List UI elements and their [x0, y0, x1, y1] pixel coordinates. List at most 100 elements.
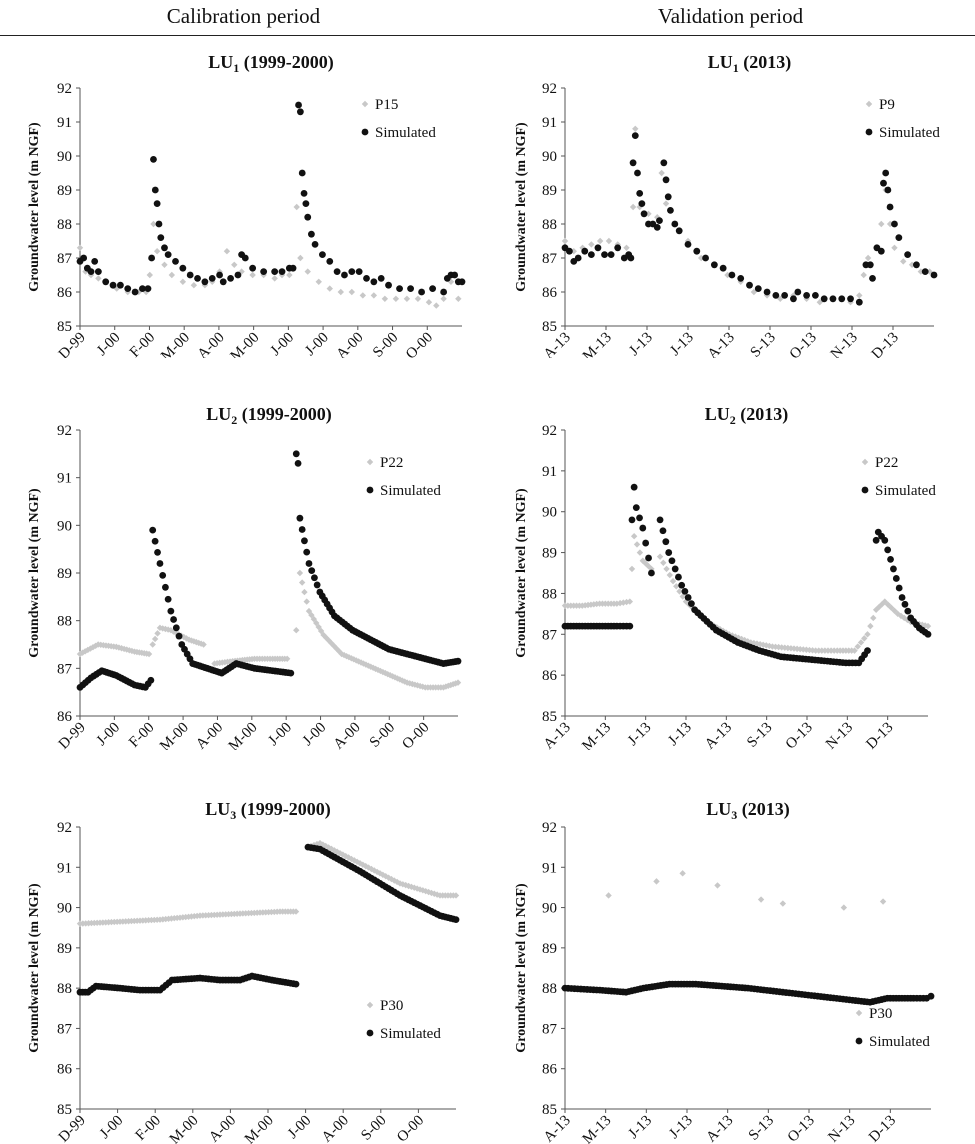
data-point-observed	[355, 658, 362, 665]
legend-marker-simulated	[855, 1037, 863, 1045]
x-tick-label: A-00	[206, 1113, 239, 1144]
data-point-simulated	[628, 516, 636, 524]
x-tick-label: S-00	[358, 1113, 389, 1144]
x-tick-label: J-00	[265, 720, 295, 750]
x-tick-label: J-00	[268, 330, 298, 358]
data-point-simulated	[884, 186, 892, 194]
data-point-simulated	[693, 247, 701, 255]
y-tick-label: 92	[57, 820, 72, 836]
x-tick-label: M-00	[242, 1113, 277, 1144]
x-tick-label: F-00	[126, 720, 157, 750]
x-tick-label: A-00	[319, 1113, 352, 1144]
y-tick-label: 88	[57, 217, 72, 233]
data-point-simulated	[639, 524, 647, 532]
data-point-simulated	[855, 298, 863, 306]
data-point-simulated	[175, 632, 183, 640]
data-point-simulated	[194, 275, 201, 282]
x-tick-label: J-00	[285, 1113, 315, 1143]
x-tick-label: J-00	[94, 330, 124, 358]
data-point-simulated	[172, 624, 180, 632]
data-point-observed	[891, 607, 898, 614]
data-point-simulated	[656, 217, 663, 225]
data-point-simulated	[370, 278, 378, 286]
legend-label: Simulated	[869, 1034, 930, 1050]
data-point-simulated	[638, 200, 646, 208]
data-point-simulated	[772, 292, 780, 299]
y-tick-label: 87	[57, 661, 73, 677]
data-point-observed	[293, 203, 300, 211]
y-tick-label: 86	[57, 709, 73, 725]
legend-marker-simulated	[861, 486, 869, 494]
data-point-simulated	[688, 600, 695, 608]
data-point-observed	[416, 886, 424, 893]
data-point-simulated	[671, 565, 679, 573]
data-point-simulated	[296, 108, 304, 116]
data-point-observed	[840, 904, 848, 911]
data-point-simulated	[664, 193, 672, 201]
data-point-simulated	[300, 190, 308, 197]
data-point-observed	[924, 622, 932, 630]
data-point-simulated	[294, 459, 302, 467]
data-point-simulated	[781, 292, 789, 299]
data-point-observed	[337, 288, 344, 296]
x-tick-label: J-00	[94, 720, 124, 750]
x-tick-label: M-13	[580, 1113, 615, 1144]
data-point-observed	[296, 569, 304, 577]
data-point-observed	[190, 282, 198, 289]
data-point-observed	[360, 660, 367, 667]
header-rule	[0, 35, 975, 36]
x-tick-label: M-00	[167, 1113, 202, 1144]
data-point-observed	[714, 882, 721, 889]
data-point-simulated	[904, 251, 912, 258]
y-tick-label: 85	[57, 1102, 72, 1118]
data-point-simulated	[607, 251, 615, 258]
data-point-simulated	[886, 203, 894, 211]
y-tick-label: 92	[57, 81, 72, 97]
data-point-observed	[381, 295, 389, 302]
y-axis-label: Groundwater level (m NGF)	[27, 883, 42, 1053]
data-point-observed	[403, 679, 411, 686]
data-point-simulated	[675, 227, 683, 235]
data-point-simulated	[319, 251, 326, 258]
x-tick-label: S-13	[746, 1113, 777, 1144]
data-point-observed	[455, 295, 462, 302]
data-point-observed	[628, 565, 636, 573]
y-tick-label: 85	[57, 319, 72, 335]
data-point-simulated	[574, 254, 582, 262]
y-tick-label: 90	[57, 901, 72, 917]
x-tick-label: J-00	[97, 1113, 127, 1143]
data-point-observed	[370, 292, 378, 299]
data-point-simulated	[458, 278, 466, 286]
data-point-simulated	[348, 268, 356, 275]
x-tick-label: N-13	[828, 330, 861, 358]
x-tick-label: F-00	[133, 1113, 164, 1144]
data-point-simulated	[636, 514, 643, 522]
data-point-simulated	[636, 190, 644, 197]
data-point-simulated	[151, 537, 159, 545]
x-tick-label: O-00	[399, 720, 432, 750]
chart-title: LU1 (1999-2000)	[208, 52, 334, 75]
data-point-simulated	[668, 557, 676, 565]
x-tick-label: F-00	[127, 330, 158, 358]
data-point-simulated	[170, 616, 177, 623]
data-point-simulated	[303, 548, 311, 556]
data-point-observed	[271, 275, 278, 282]
data-point-simulated	[890, 565, 897, 573]
y-tick-label: 90	[542, 901, 557, 917]
data-point-simulated	[671, 220, 679, 228]
legend-marker-simulated	[865, 128, 873, 136]
x-tick-label: J-13	[666, 1113, 696, 1143]
data-point-simulated	[144, 285, 152, 292]
data-point-observed	[747, 639, 755, 646]
y-tick-label: 88	[57, 981, 72, 997]
data-point-simulated	[921, 268, 929, 275]
chart-lu3-validation: LU3 (2013) 85 86 87 88 89 90 91 92 Groundwater le…	[514, 799, 935, 1144]
data-point-simulated	[164, 251, 172, 258]
legend-label: Simulated	[380, 1026, 441, 1042]
legend-label: Simulated	[879, 125, 940, 141]
chart-title-subscript: 3	[230, 808, 236, 822]
y-tick-label: 90	[57, 518, 72, 534]
series-simulated	[561, 132, 938, 306]
data-point-simulated	[157, 234, 165, 242]
